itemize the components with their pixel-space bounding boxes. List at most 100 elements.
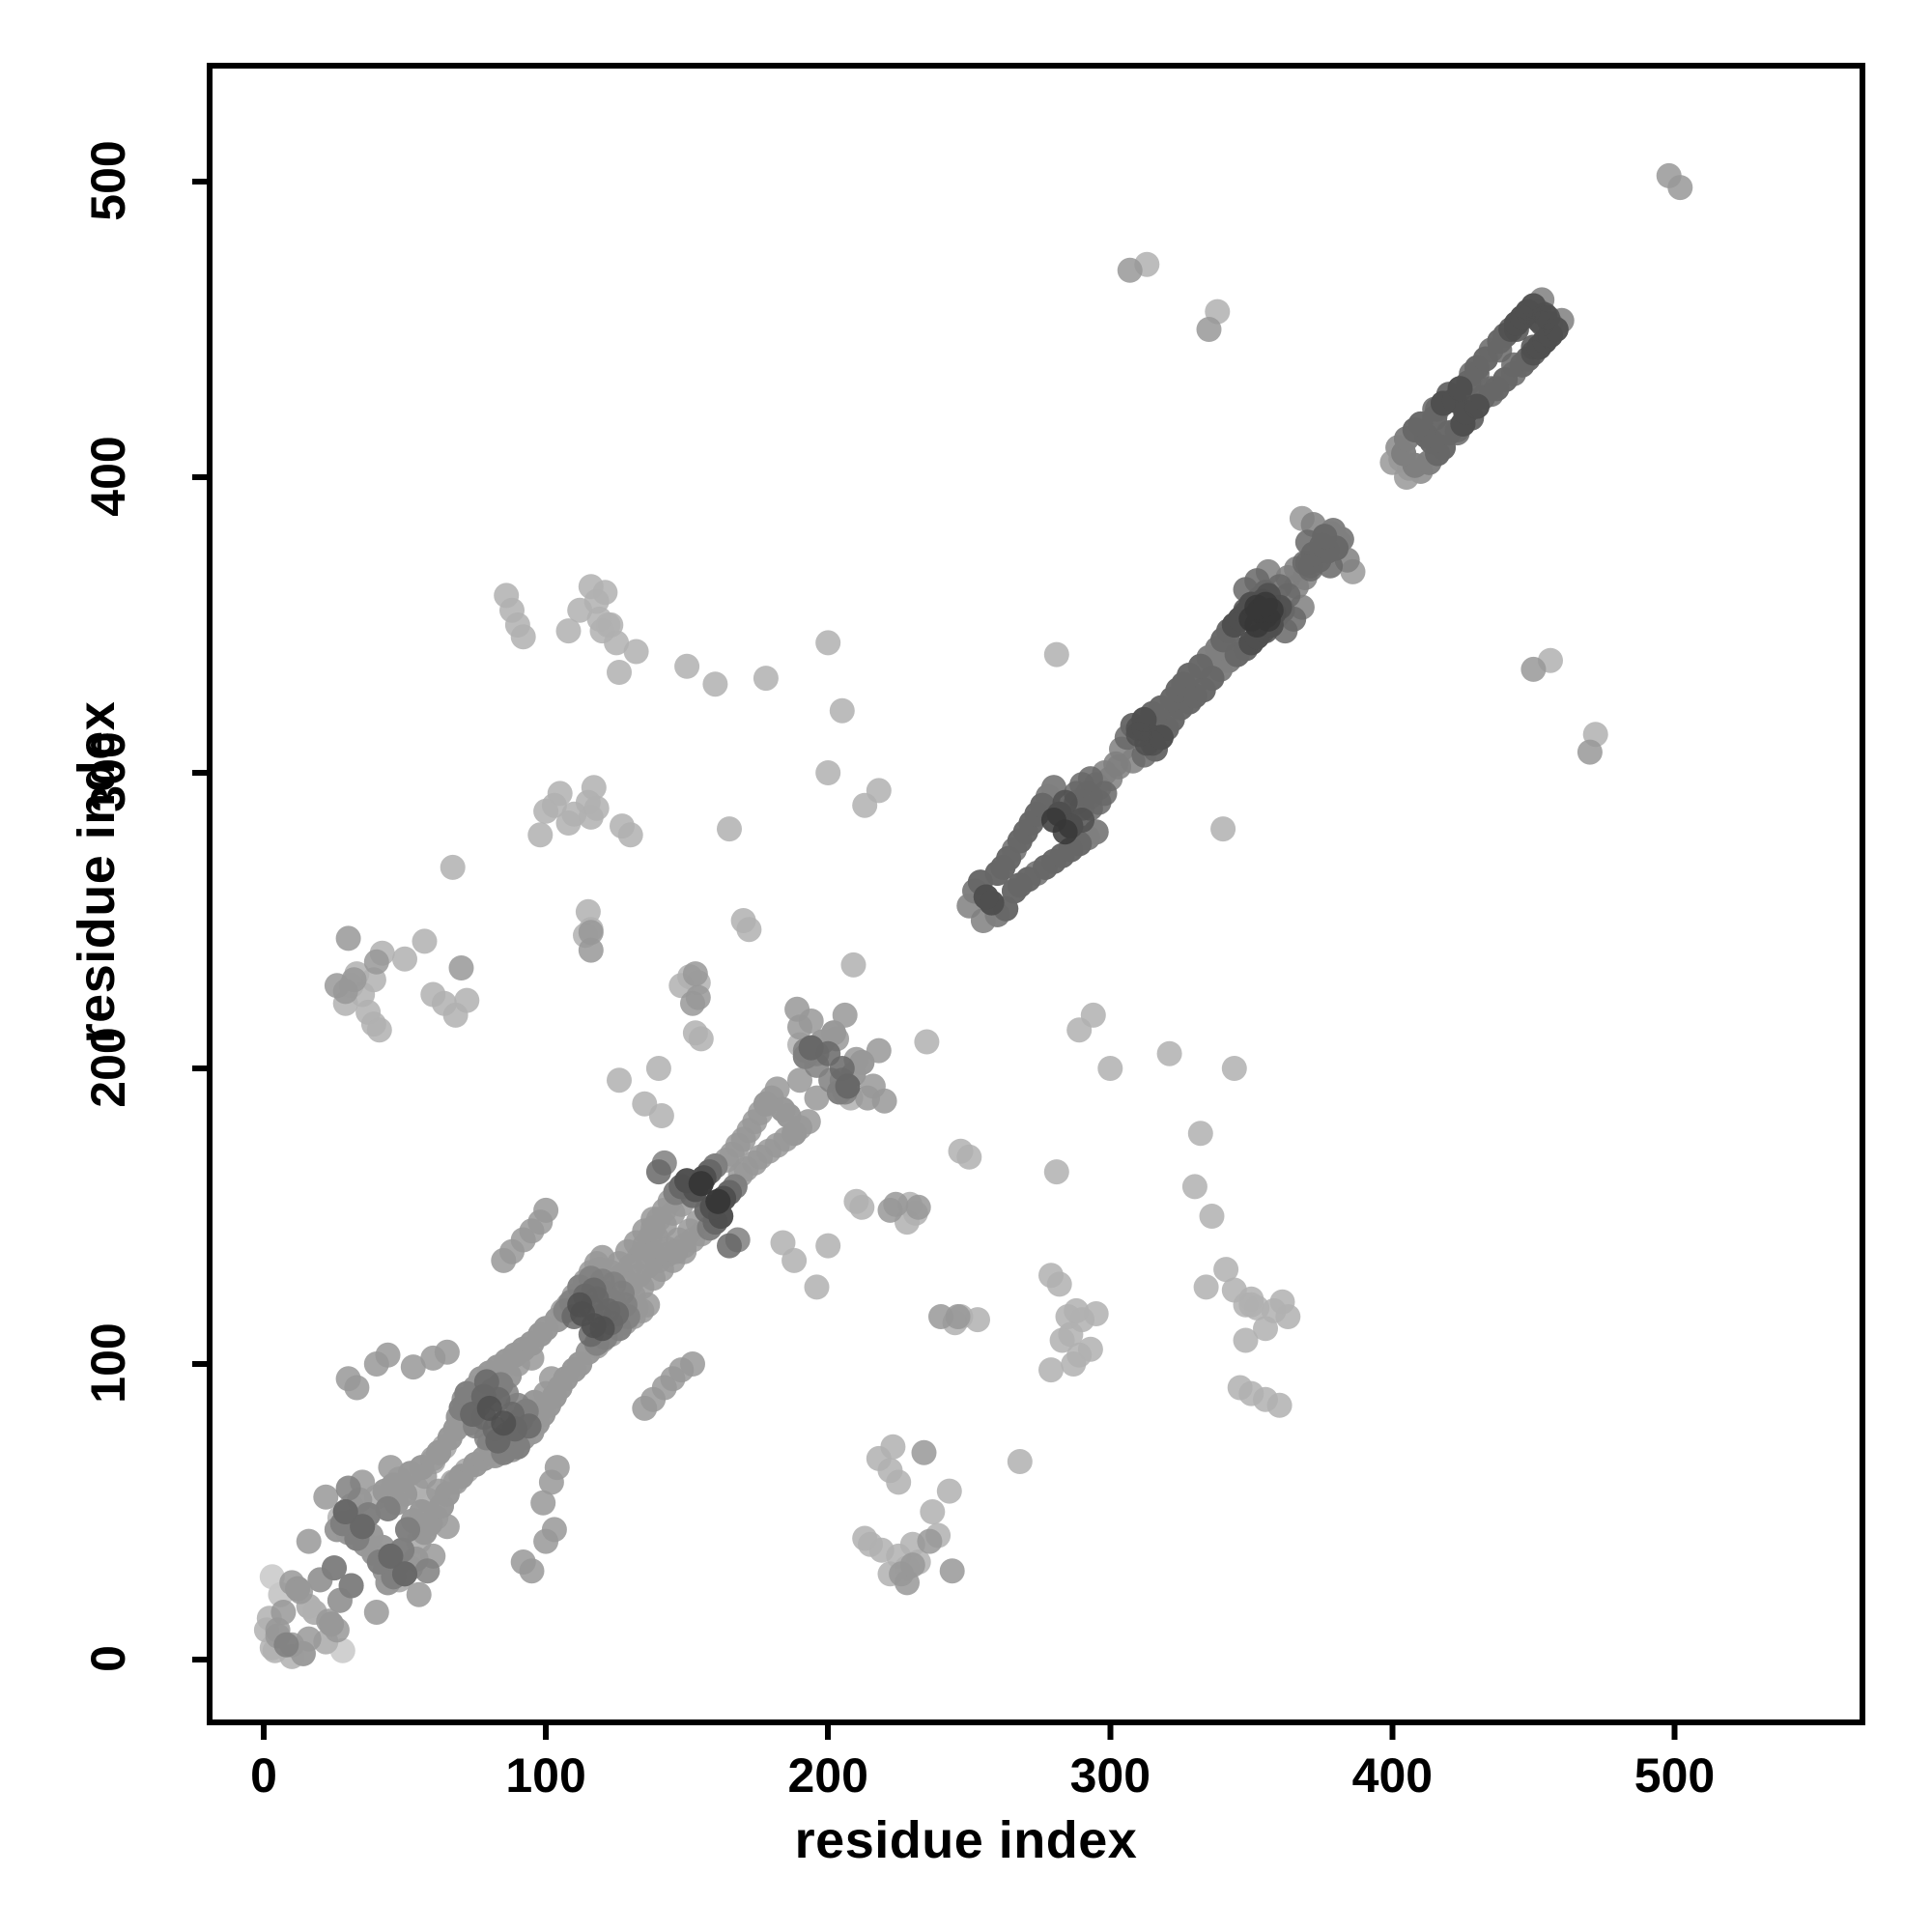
scatter-points-layer [253,162,1693,1669]
contact-point [547,781,573,807]
contact-point [920,1499,946,1524]
contact-point [504,612,530,638]
contact-point [1061,1351,1087,1377]
contact-point [578,574,604,600]
contact-point [335,1475,361,1501]
contact-point [1064,1297,1090,1323]
contact-point [1447,376,1473,402]
contact-point [440,854,466,880]
contact-point [589,1316,615,1342]
contact-point [674,653,700,679]
contact-point [688,1171,714,1197]
contact-point [1097,1056,1123,1081]
contact-point [682,961,708,987]
contact-point [880,1434,906,1460]
contact-point [1038,1263,1064,1289]
contact-point [409,1499,435,1524]
contact-point [544,1455,570,1481]
contact-point [533,1197,559,1223]
contact-point [533,798,559,824]
contact-point [1187,1121,1213,1147]
contact-point [753,666,779,692]
contact-point [877,1458,903,1484]
contact-point [948,1138,974,1164]
contact-point [680,1351,705,1377]
contact-point [899,1552,925,1578]
contact-point [392,946,417,972]
contact-point [945,1304,971,1329]
contact-point [414,1558,440,1584]
contact-point [1077,766,1103,792]
contact-point [296,1528,322,1554]
y-tick-label: 300 [81,731,135,812]
contact-point [510,1549,536,1575]
contact-point [829,1056,855,1081]
y-tick-label: 0 [81,1645,135,1672]
axis-ticks [192,179,1678,1740]
contact-point [871,1088,897,1114]
contact-point [1667,175,1693,201]
contact-point [617,822,643,848]
contact-point [1210,816,1236,842]
contact-point [375,1495,401,1521]
contact-point [852,1525,878,1551]
contact-point [645,1159,671,1185]
contact-point [883,1191,909,1217]
contact-point [313,1484,339,1510]
contact-point [795,1109,821,1135]
contact-point [395,1517,420,1543]
contact-point [316,1608,342,1634]
contact-point [494,582,520,609]
contact-point [578,937,604,963]
y-axis-label: residue index [68,700,126,1044]
contact-point [1083,1301,1109,1326]
contact-point [607,660,632,685]
contact-point [911,1439,937,1465]
contact-point [1577,739,1603,765]
contact-point [578,920,604,946]
contact-point [840,952,867,978]
contact-point [736,917,762,943]
contact-point [555,618,582,644]
contact-point [717,1233,742,1259]
y-tick-label: 100 [81,1322,135,1404]
x-tick-label: 0 [250,1748,277,1803]
contact-point [412,928,438,954]
contact-point [270,1600,297,1625]
contact-point [400,1354,426,1380]
contact-point [623,639,649,665]
contact-point [332,1499,358,1524]
contact-point [717,816,742,842]
contact-point [363,949,389,975]
contact-point [1535,304,1561,330]
contact-point [1187,653,1213,679]
contact-point [1520,656,1547,682]
contact-point [341,967,367,993]
contact-point [1233,1327,1259,1353]
contact-point [815,1233,841,1259]
contact-point [322,1555,347,1581]
contact-point [259,1564,285,1590]
contact-point [798,1035,824,1061]
contact-point [973,884,999,910]
contact-point [406,1581,432,1607]
contact-point [829,697,855,724]
contact-point [1221,1056,1247,1081]
x-tick-label: 400 [1351,1748,1434,1803]
contact-point [849,1194,875,1220]
contact-point [1266,1392,1293,1418]
contact-point [1080,1002,1106,1028]
contact-point [1043,641,1069,668]
contact-point [1221,1277,1247,1303]
contact-point [905,1194,931,1220]
contact-point [787,1067,812,1094]
plot-frame [207,63,1865,1725]
contact-point [420,1445,446,1471]
axes-frame [207,63,1865,1725]
contact-point [702,671,728,697]
contact-point [815,760,841,785]
contact-point [640,1207,667,1233]
contact-point [645,1056,671,1081]
